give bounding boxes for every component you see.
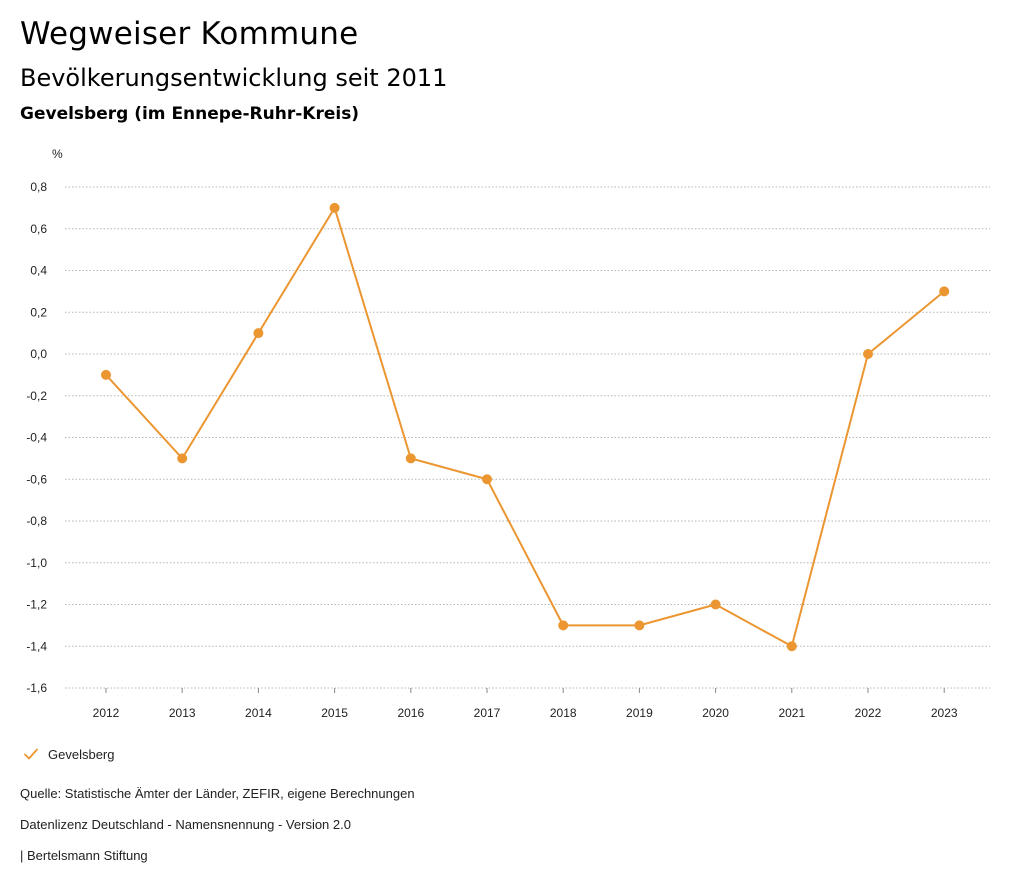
page-title: Wegweiser Kommune — [20, 16, 359, 52]
y-tick-label: -0,4 — [26, 431, 47, 445]
x-tick-label: 2013 — [169, 706, 196, 720]
legend: Gevelsberg — [22, 744, 114, 764]
x-tick-label: 2022 — [855, 706, 882, 720]
y-tick-label: 0,8 — [30, 180, 47, 194]
y-axis-ticks: 0,8 0,6 0,4 0,2 0,0 -0,2 -0,4 -0,6 -0,8 -1,0 -1,2 -… — [26, 180, 47, 695]
x-tick-label: 2017 — [474, 706, 501, 720]
data-point[interactable] — [482, 474, 492, 485]
data-point[interactable] — [939, 286, 950, 297]
x-tick-label: 2016 — [397, 706, 424, 720]
x-tick-label: 2019 — [626, 706, 653, 720]
place-label: Gevelsberg (im Ennepe-Ruhr-Kreis) — [20, 104, 360, 124]
publisher-note: | Bertelsmann Stiftung — [20, 848, 148, 863]
y-tick-label: 0,6 — [30, 222, 47, 236]
data-point[interactable] — [329, 202, 340, 213]
y-tick-label: 0,0 — [30, 347, 47, 361]
data-point[interactable] — [558, 620, 569, 631]
data-point[interactable] — [405, 453, 416, 464]
source-note: Quelle: Statistische Ämter der Länder, Z… — [20, 786, 415, 801]
legend-label: Gevelsberg — [48, 746, 115, 762]
data-point[interactable] — [101, 369, 111, 380]
line-chart: % 0,8 0,6 0,4 0,2 0,0 -0,2 -0,4 -0,6 -0,8 -1,0 -1,… — [26, 147, 990, 720]
y-axis-unit: % — [52, 147, 63, 161]
data-point[interactable] — [177, 453, 188, 464]
data-point[interactable] — [710, 599, 721, 610]
x-tick-label: 2021 — [778, 706, 805, 720]
data-point[interactable] — [863, 349, 873, 359]
x-tick-label: 2012 — [93, 706, 120, 720]
y-tick-label: -0,2 — [26, 389, 47, 403]
x-tick-label: 2023 — [931, 706, 958, 720]
series-gevelsberg — [101, 202, 950, 652]
grid-lines — [65, 186, 990, 689]
y-tick-label: -1,0 — [26, 556, 47, 570]
x-tick-label: 2018 — [550, 706, 577, 720]
y-tick-label: 0,2 — [30, 305, 47, 319]
y-tick-label: 0,4 — [30, 264, 47, 278]
y-tick-label: -0,6 — [26, 472, 47, 486]
check-icon — [24, 748, 38, 760]
license-note: Datenlizenz Deutschland - Namensnennung … — [20, 817, 351, 832]
y-tick-label: -1,2 — [26, 598, 47, 612]
series-line — [105, 206, 945, 648]
x-tick-label: 2020 — [702, 706, 729, 720]
data-point[interactable] — [634, 620, 645, 631]
data-point[interactable] — [786, 641, 797, 652]
y-tick-label: -0,8 — [26, 514, 47, 528]
chart-subtitle: Bevölkerungsentwicklung seit 2011 — [20, 64, 448, 92]
data-point[interactable] — [253, 328, 264, 339]
x-tick-label: 2014 — [245, 706, 272, 720]
y-tick-label: -1,4 — [26, 639, 47, 653]
x-axis-ticks: 2012 2013 2014 2015 2016 2017 2018 2019 2020 2021… — [93, 688, 958, 720]
y-tick-label: -1,6 — [26, 681, 47, 695]
x-tick-label: 2015 — [321, 706, 348, 720]
